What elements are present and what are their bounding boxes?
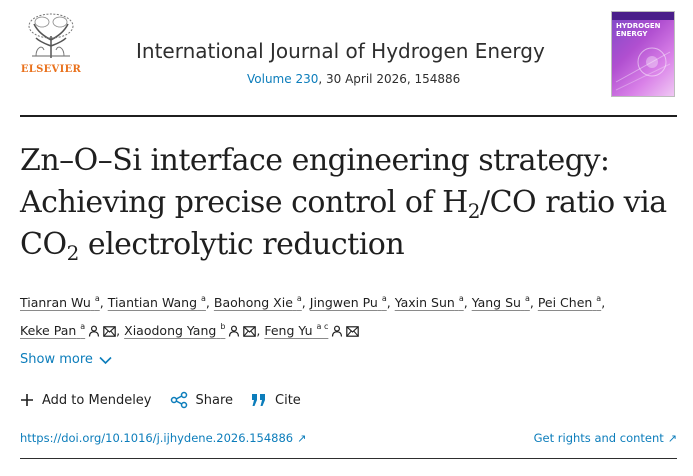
envelope-icon — [243, 321, 257, 345]
author-link[interactable]: Yang Su a — [471, 294, 530, 310]
author-link[interactable]: Baohong Xie a — [213, 294, 302, 310]
footer-divider — [20, 458, 677, 459]
cite-label: Cite — [275, 392, 301, 408]
affiliation-marker: a — [80, 322, 86, 331]
share-label: Share — [195, 392, 234, 408]
author-list: Tianran Wu a, Tiantian Wang a, Baohong X… — [20, 287, 680, 345]
author-name: Keke Pan — [20, 323, 77, 338]
author-link[interactable]: Jingwen Pu a — [309, 294, 387, 310]
author-separator: , — [463, 295, 468, 310]
envelope-icon — [103, 321, 116, 345]
affiliation-marker: a — [596, 294, 602, 303]
author-name: Pei Chen — [537, 295, 593, 310]
person-icon — [88, 321, 100, 345]
add-to-mendeley-button[interactable]: Add to Mendeley — [20, 393, 152, 408]
affiliation-marker: a — [524, 294, 530, 303]
author-separator: , — [205, 295, 210, 310]
quote-icon — [252, 394, 266, 406]
chevron-down-icon — [99, 356, 112, 365]
plus-icon — [21, 394, 33, 406]
cover-graphic — [615, 47, 671, 91]
share-button[interactable]: Share — [170, 391, 234, 409]
header-divider — [20, 115, 677, 117]
external-link-icon: ↗ — [667, 432, 677, 445]
share-icon — [170, 391, 187, 409]
author-separator: , — [386, 295, 391, 310]
affiliation-marker: b — [220, 322, 226, 331]
rights-text: Get rights and content — [533, 431, 664, 445]
cover-strip — [612, 12, 674, 20]
author-name: Yaxin Sun — [394, 295, 455, 310]
affiliation-marker: a — [296, 294, 302, 303]
cite-button[interactable]: Cite — [251, 393, 301, 408]
doi-link[interactable]: https://doi.org/10.1016/j.ijhydene.2026.… — [20, 431, 306, 445]
author-name: Feng Yu — [264, 323, 313, 338]
envelope-icon — [346, 321, 360, 345]
affiliation-marker: a — [201, 294, 206, 303]
author-separator: , — [256, 323, 261, 338]
doi-text: https://doi.org/10.1016/j.ijhydene.2026.… — [20, 431, 294, 445]
author-name: Yang Su — [471, 295, 521, 310]
mendeley-label: Add to Mendeley — [42, 392, 152, 408]
author-link[interactable]: Feng Yu a c — [264, 322, 360, 338]
author-name: Tianran Wu — [20, 295, 91, 310]
person-icon — [331, 321, 343, 345]
author-separator: , — [601, 295, 606, 310]
rights-link[interactable]: Get rights and content ↗ — [534, 431, 677, 445]
title-line-2: Achieving precise control of H2/CO ratio… — [20, 185, 667, 223]
journal-cover-image[interactable]: HYDROGEN ENERGY — [611, 11, 675, 97]
author-separator: , — [301, 295, 306, 310]
author-link[interactable]: Keke Pan a — [20, 322, 116, 338]
author-link[interactable]: Tianran Wu a — [20, 294, 100, 310]
cover-title: HYDROGEN ENERGY — [616, 22, 661, 38]
author-name: Xiaodong Yang — [124, 323, 217, 338]
show-more-label: Show more — [20, 352, 93, 367]
affiliation-marker: a — [381, 294, 387, 303]
issue-details: , 30 April 2026, 154886 — [318, 72, 461, 86]
article-title: Zn–O–Si interface engineering strategy: … — [20, 140, 680, 266]
title-line-1: Zn–O–Si interface engineering strategy: — [20, 143, 610, 178]
author-name: Baohong Xie — [213, 295, 293, 310]
author-link[interactable]: Yaxin Sun a — [394, 294, 464, 310]
issue-info: Volume 230, 30 April 2026, 154886 — [247, 72, 460, 86]
journal-title[interactable]: International Journal of Hydrogen Energy — [136, 39, 545, 63]
external-link-icon: ↗ — [297, 432, 307, 445]
author-link[interactable]: Tiantian Wang a — [107, 294, 206, 310]
author-link[interactable]: Pei Chen a — [537, 294, 602, 310]
article-actions: Add to Mendeley Share Cite — [20, 389, 319, 411]
author-separator: , — [99, 295, 104, 310]
author-name: Jingwen Pu — [309, 295, 378, 310]
author-name: Tiantian Wang — [107, 295, 198, 310]
affiliation-marker: a — [458, 294, 464, 303]
title-line-3: CO2 electrolytic reduction — [20, 227, 405, 265]
author-link[interactable]: Xiaodong Yang b — [124, 322, 257, 338]
author-separator: , — [529, 295, 534, 310]
affiliation-marker: a — [94, 294, 100, 303]
publisher-wordmark: ELSEVIER — [20, 64, 82, 75]
elsevier-tree-logo[interactable] — [20, 10, 82, 78]
author-separator: , — [116, 323, 121, 338]
person-icon — [228, 321, 240, 345]
volume-link[interactable]: Volume 230 — [247, 72, 319, 86]
affiliation-marker: a c — [316, 322, 329, 331]
show-more-button[interactable]: Show more — [20, 352, 112, 367]
